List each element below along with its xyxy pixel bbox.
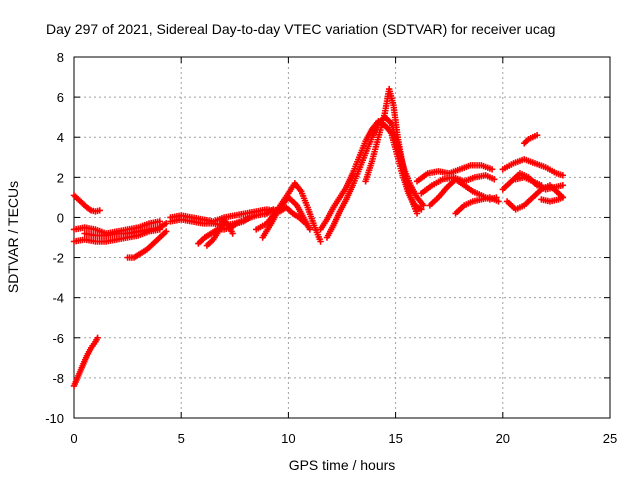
chart-title: Day 297 of 2021, Sidereal Day-to-day VTE… [46, 21, 555, 37]
data-point [559, 194, 567, 201]
series-arc-early-high [70, 192, 103, 215]
data-point [559, 172, 567, 179]
data-point [488, 166, 496, 173]
data-point [495, 198, 502, 205]
y-tick-label: -8 [52, 371, 64, 386]
data-point [302, 220, 309, 227]
y-tick-label: 2 [57, 170, 64, 185]
y-tick-label: 8 [57, 50, 64, 65]
data-point [162, 220, 170, 227]
x-tick-label: 20 [496, 431, 510, 446]
data-point [306, 226, 314, 233]
plot-frame [73, 56, 611, 419]
series-arc-neg-start [70, 334, 101, 390]
y-tick-label: -6 [52, 331, 64, 346]
series-arc-d [124, 228, 170, 261]
y-tick-label: -4 [52, 291, 64, 306]
grid [74, 57, 610, 418]
series-arc-s [499, 156, 567, 179]
y-tick-label: -2 [52, 251, 64, 266]
data-point [533, 132, 541, 139]
data-points [70, 85, 567, 390]
y-tick-label: -10 [45, 411, 64, 426]
data-point [94, 334, 101, 341]
data-point [559, 182, 567, 189]
data-point [162, 228, 170, 235]
series-arc-v [538, 194, 567, 205]
y-tick-labels: -10 -8 -6 -4 -2 0 2 4 6 8 [45, 50, 64, 426]
data-point [317, 238, 324, 245]
series-arc-w [512, 174, 545, 189]
y-tick-label: 0 [57, 210, 64, 225]
y-axis-label: SDTVAR / TECUs [5, 181, 21, 293]
series-arc-c [81, 220, 170, 239]
x-tick-label: 10 [281, 431, 295, 446]
y-tick-label: 6 [57, 90, 64, 105]
series-arc-r [452, 194, 502, 217]
series-arc-h [203, 216, 236, 249]
data-point [538, 182, 545, 189]
series-arc-x [521, 132, 541, 147]
x-tick-labels: 0 5 10 15 20 25 [70, 431, 617, 446]
data-point [96, 207, 103, 214]
x-tick-label: 5 [178, 431, 185, 446]
x-tick-label: 25 [603, 431, 617, 446]
x-tick-label: 0 [70, 431, 77, 446]
series-arc-n [362, 85, 421, 217]
data-point [491, 176, 498, 183]
axis-ticks [73, 56, 611, 419]
data-point [246, 214, 254, 221]
series-arc-k [263, 204, 309, 227]
series-arc-u [503, 182, 567, 213]
y-tick-label: 4 [57, 130, 64, 145]
data-point [156, 218, 163, 225]
series-arc-o [413, 162, 496, 185]
data-point [413, 210, 421, 217]
data-point [420, 202, 427, 209]
x-axis-label: GPS time / hours [289, 457, 396, 473]
x-tick-label: 15 [388, 431, 402, 446]
data-point [418, 206, 425, 213]
data-point [229, 230, 236, 237]
